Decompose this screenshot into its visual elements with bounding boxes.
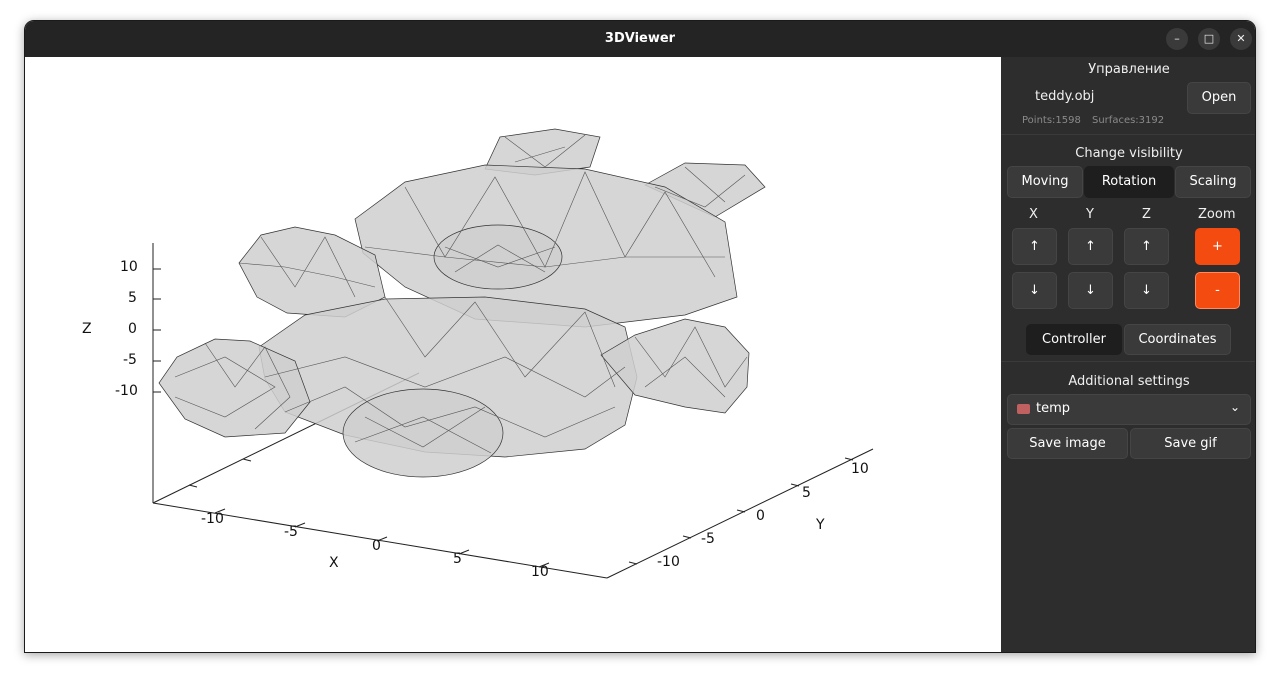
- x-tick: 5: [453, 551, 462, 567]
- chevron-down-icon: ⌄: [1229, 400, 1240, 414]
- visibility-title: Change visibility: [1075, 146, 1183, 161]
- x-up-button[interactable]: ↑: [1012, 228, 1057, 265]
- folder-name: temp: [1036, 401, 1071, 416]
- axis-y-label: Y: [1086, 207, 1094, 222]
- z-axis-label: Z: [82, 321, 92, 337]
- y-tick: 0: [756, 508, 765, 524]
- maximize-icon: □: [1203, 32, 1215, 45]
- coordinates-tab[interactable]: Coordinates: [1124, 324, 1231, 355]
- z-tick: -10: [115, 383, 138, 399]
- axis-x-label: X: [1029, 207, 1038, 222]
- y-tick: 10: [851, 461, 869, 477]
- minimize-icon: –: [1174, 32, 1180, 45]
- arrow-up-icon: ↑: [1085, 239, 1096, 254]
- plot-canvas[interactable]: [25, 57, 1001, 653]
- moving-button[interactable]: Moving: [1007, 166, 1083, 198]
- zoom-label: Zoom: [1198, 207, 1236, 222]
- z-up-button[interactable]: ↑: [1124, 228, 1169, 265]
- arrow-up-icon: ↑: [1029, 239, 1040, 254]
- file-name: teddy.obj: [1035, 89, 1095, 104]
- arrow-up-icon: ↑: [1141, 239, 1152, 254]
- points-count: Points:1598: [1022, 115, 1081, 126]
- x-tick: -5: [284, 524, 298, 540]
- window-title: 3DViewer: [604, 31, 676, 46]
- z-tick: -5: [123, 352, 137, 368]
- maximize-button[interactable]: □: [1198, 28, 1220, 50]
- divider: [1001, 134, 1255, 135]
- arrow-down-icon: ↓: [1085, 283, 1096, 298]
- arrow-down-icon: ↓: [1141, 283, 1152, 298]
- minimize-button[interactable]: –: [1166, 28, 1188, 50]
- save-gif-button[interactable]: Save gif: [1130, 428, 1251, 459]
- x-down-button[interactable]: ↓: [1012, 272, 1057, 309]
- arrow-down-icon: ↓: [1029, 283, 1040, 298]
- z-tick: 0: [128, 321, 137, 337]
- axis-z-label: Z: [1142, 207, 1151, 222]
- folder-select[interactable]: temp ⌄: [1007, 394, 1251, 425]
- additional-title: Additional settings: [1068, 374, 1190, 389]
- control-panel: Управление teddy.obj Open Points:1598 Su…: [1001, 57, 1255, 652]
- zoom-out-button[interactable]: -: [1195, 272, 1240, 309]
- surfaces-count: Surfaces:3192: [1092, 115, 1165, 126]
- x-tick: -10: [201, 511, 224, 527]
- x-tick: 0: [372, 538, 381, 554]
- scaling-button[interactable]: Scaling: [1175, 166, 1251, 198]
- teddy-model: [158, 128, 766, 478]
- open-button[interactable]: Open: [1187, 82, 1251, 114]
- title-bar: 3DViewer – □ ✕: [25, 21, 1255, 57]
- folder-icon: [1017, 404, 1030, 414]
- y-tick: -10: [657, 554, 680, 570]
- x-axis-label: X: [329, 555, 339, 571]
- y-tick: -5: [701, 531, 715, 547]
- divider: [1001, 361, 1255, 362]
- y-up-button[interactable]: ↑: [1068, 228, 1113, 265]
- save-image-button[interactable]: Save image: [1007, 428, 1128, 459]
- z-tick: 5: [128, 290, 137, 306]
- z-down-button[interactable]: ↓: [1124, 272, 1169, 309]
- 3d-viewport[interactable]: Z X Y 10 5 0 -5 -10 -10 -5 0 5 10 10 5 0…: [25, 57, 1001, 653]
- z-tick: 10: [120, 259, 138, 275]
- close-button[interactable]: ✕: [1230, 28, 1252, 50]
- controller-tab[interactable]: Controller: [1026, 324, 1122, 355]
- y-axis-label: Y: [816, 517, 825, 533]
- y-down-button[interactable]: ↓: [1068, 272, 1113, 309]
- close-icon: ✕: [1236, 32, 1246, 45]
- panel-header: Управление: [1088, 62, 1170, 77]
- zoom-in-button[interactable]: +: [1195, 228, 1240, 265]
- y-tick: 5: [802, 485, 811, 501]
- app-window: 3DViewer – □ ✕: [24, 20, 1256, 653]
- rotation-button[interactable]: Rotation: [1084, 166, 1174, 198]
- x-tick: 10: [531, 564, 549, 580]
